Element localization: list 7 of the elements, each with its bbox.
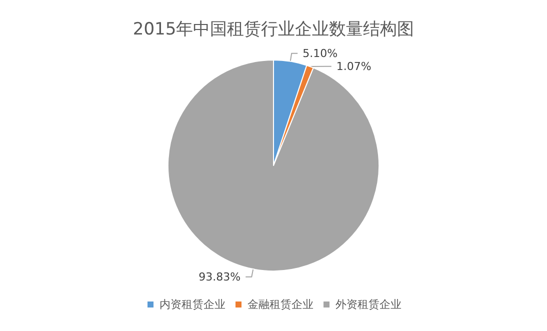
chart-title: 2015年中国租赁行业企业数量结构图 xyxy=(132,20,414,40)
legend-label: 金融租赁企业 xyxy=(248,298,314,311)
data-label: 1.07% xyxy=(336,60,372,73)
legend-label: 外资租赁企业 xyxy=(336,298,402,311)
legend-label: 内资租赁企业 xyxy=(160,298,226,311)
data-label: 93.83% xyxy=(198,270,241,284)
data-label: 5.10% xyxy=(302,46,338,60)
